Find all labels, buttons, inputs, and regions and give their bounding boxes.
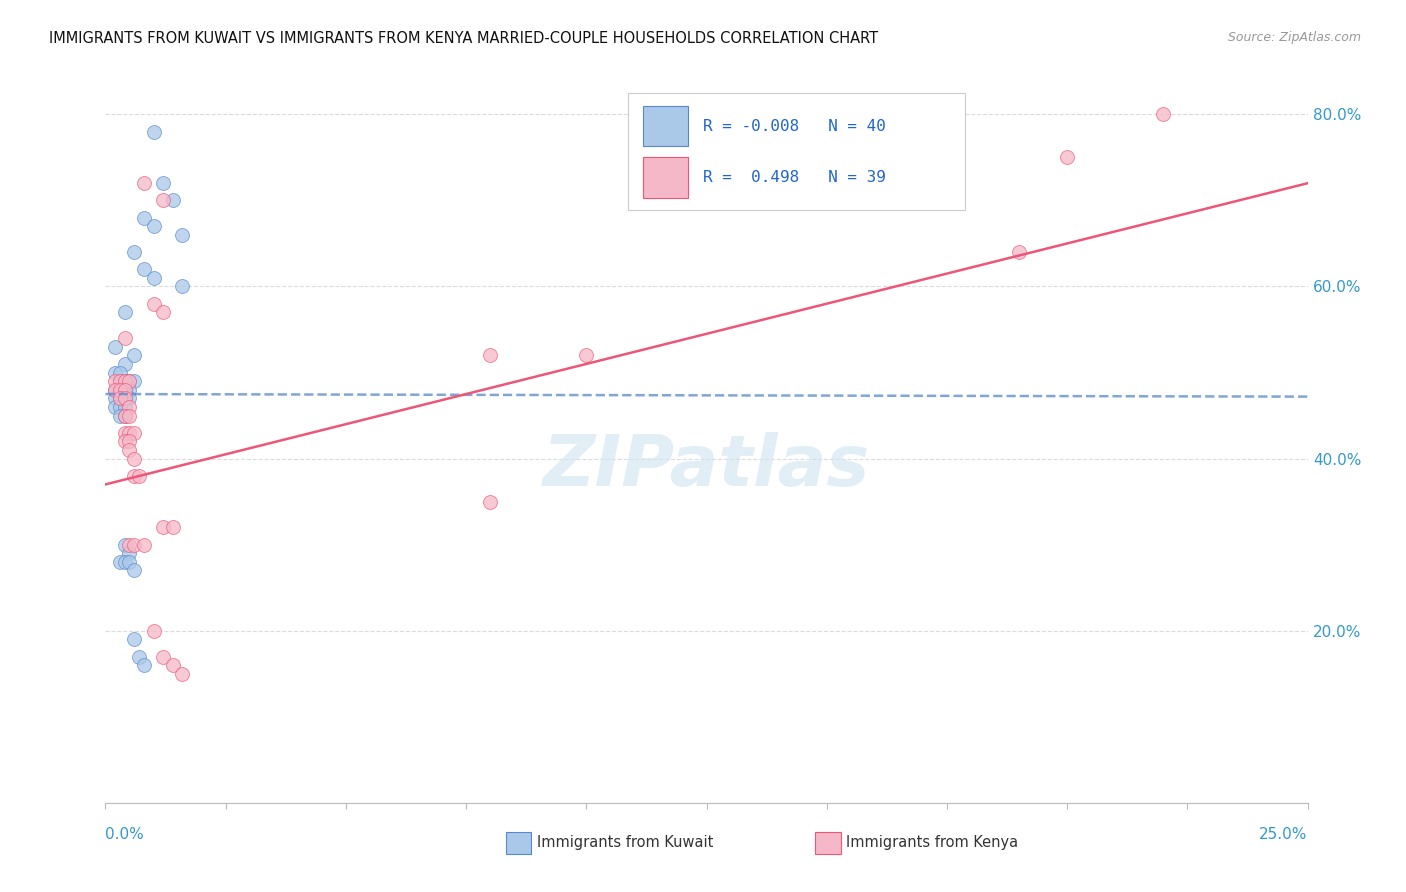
Point bbox=[118, 383, 141, 397]
Point bbox=[114, 374, 136, 388]
Point bbox=[114, 305, 136, 319]
Point bbox=[104, 383, 127, 397]
Point bbox=[114, 409, 136, 423]
Point bbox=[162, 520, 184, 534]
Point bbox=[114, 425, 136, 440]
Point bbox=[124, 425, 146, 440]
Point bbox=[172, 227, 194, 242]
Text: 0.0%: 0.0% bbox=[105, 827, 145, 841]
Point bbox=[124, 348, 146, 362]
Point bbox=[152, 194, 174, 208]
Point bbox=[142, 271, 165, 285]
Point bbox=[124, 374, 146, 388]
Point bbox=[108, 366, 131, 380]
Point bbox=[108, 383, 131, 397]
Point bbox=[118, 538, 141, 552]
Point bbox=[152, 520, 174, 534]
Point bbox=[162, 658, 184, 673]
Point bbox=[114, 400, 136, 414]
Point bbox=[124, 632, 146, 647]
Point bbox=[142, 296, 165, 310]
Point bbox=[114, 374, 136, 388]
Point bbox=[479, 348, 502, 362]
Point bbox=[162, 194, 184, 208]
Point bbox=[124, 564, 146, 578]
Point bbox=[132, 176, 155, 190]
Point bbox=[152, 176, 174, 190]
Point bbox=[114, 383, 136, 397]
Point bbox=[1152, 107, 1174, 121]
Text: 25.0%: 25.0% bbox=[1260, 827, 1308, 841]
Point bbox=[104, 340, 127, 354]
Point bbox=[172, 279, 194, 293]
Point bbox=[152, 305, 174, 319]
Point bbox=[114, 331, 136, 345]
Point bbox=[124, 538, 146, 552]
Point bbox=[124, 245, 146, 260]
Point bbox=[132, 658, 155, 673]
Point bbox=[128, 649, 150, 664]
Point bbox=[108, 400, 131, 414]
Point bbox=[118, 392, 141, 406]
Point bbox=[114, 538, 136, 552]
Point bbox=[479, 494, 502, 508]
Point bbox=[132, 262, 155, 277]
Point bbox=[114, 392, 136, 406]
Point bbox=[104, 383, 127, 397]
Point bbox=[172, 666, 194, 681]
Point bbox=[108, 409, 131, 423]
Point bbox=[118, 374, 141, 388]
Point bbox=[114, 383, 136, 397]
Point bbox=[108, 392, 131, 406]
Point bbox=[108, 392, 131, 406]
Point bbox=[142, 125, 165, 139]
Point bbox=[124, 468, 146, 483]
Text: R = -0.008   N = 40: R = -0.008 N = 40 bbox=[703, 119, 886, 134]
Point bbox=[118, 400, 141, 414]
Text: ZIPatlas: ZIPatlas bbox=[543, 432, 870, 500]
Point bbox=[1056, 150, 1078, 164]
Text: IMMIGRANTS FROM KUWAIT VS IMMIGRANTS FROM KENYA MARRIED-COUPLE HOUSEHOLDS CORREL: IMMIGRANTS FROM KUWAIT VS IMMIGRANTS FRO… bbox=[49, 31, 879, 46]
Point bbox=[1008, 245, 1031, 260]
Point bbox=[114, 392, 136, 406]
Point bbox=[132, 211, 155, 225]
Point bbox=[575, 348, 598, 362]
Point bbox=[104, 374, 127, 388]
Point bbox=[142, 219, 165, 234]
Point bbox=[108, 383, 131, 397]
Point bbox=[152, 649, 174, 664]
Point bbox=[118, 374, 141, 388]
Point bbox=[124, 451, 146, 466]
Point bbox=[118, 555, 141, 569]
Point bbox=[114, 357, 136, 371]
Point bbox=[132, 538, 155, 552]
Text: Immigrants from Kenya: Immigrants from Kenya bbox=[846, 836, 1018, 850]
Text: Source: ZipAtlas.com: Source: ZipAtlas.com bbox=[1227, 31, 1361, 45]
Point bbox=[104, 392, 127, 406]
Point bbox=[114, 555, 136, 569]
Point bbox=[118, 442, 141, 457]
Point bbox=[114, 409, 136, 423]
FancyBboxPatch shape bbox=[628, 94, 965, 211]
Point bbox=[108, 374, 131, 388]
Point bbox=[108, 555, 131, 569]
Text: Immigrants from Kuwait: Immigrants from Kuwait bbox=[537, 836, 713, 850]
Point bbox=[104, 366, 127, 380]
Point bbox=[128, 468, 150, 483]
Point bbox=[118, 425, 141, 440]
Point bbox=[142, 624, 165, 638]
FancyBboxPatch shape bbox=[643, 106, 689, 146]
Point bbox=[118, 546, 141, 560]
Point bbox=[104, 400, 127, 414]
Point bbox=[114, 434, 136, 449]
Text: R =  0.498   N = 39: R = 0.498 N = 39 bbox=[703, 169, 886, 185]
Point bbox=[118, 409, 141, 423]
Point bbox=[118, 434, 141, 449]
FancyBboxPatch shape bbox=[643, 157, 689, 197]
